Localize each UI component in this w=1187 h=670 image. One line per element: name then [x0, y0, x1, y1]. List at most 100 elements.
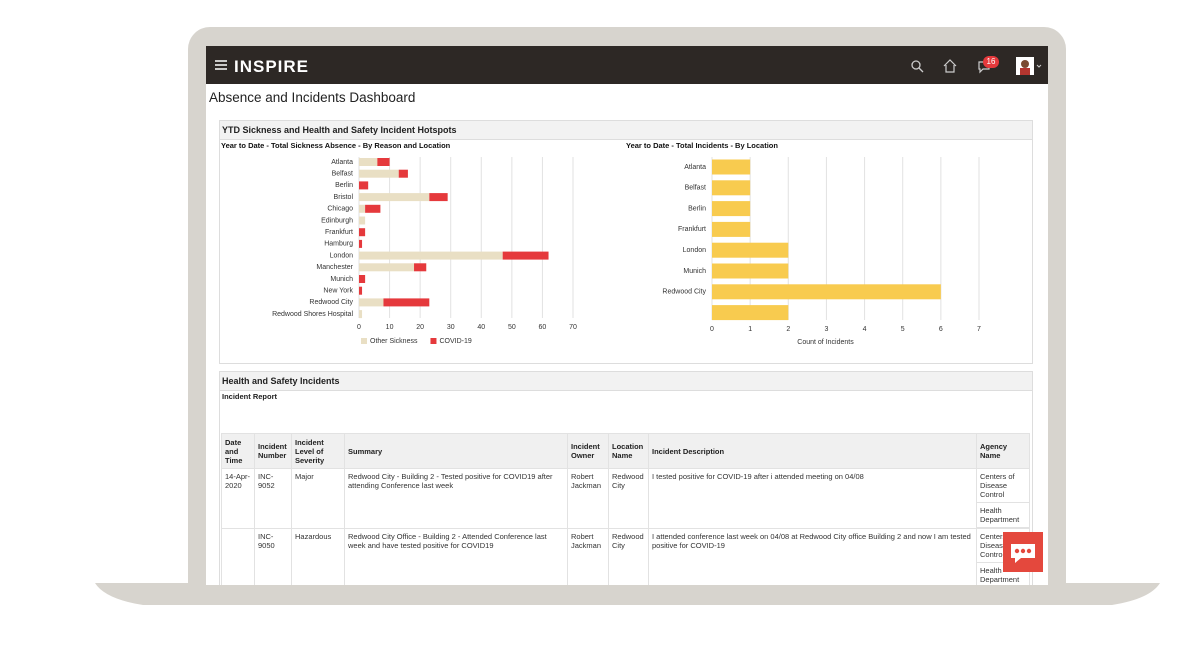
bar-segment	[359, 251, 503, 260]
column-header: Incident Owner	[567, 433, 609, 469]
category-label: Frankfurt	[678, 226, 706, 233]
incident-table: Date and Time Incident Number Incident Lev…	[221, 433, 1030, 585]
table-cell: Redwood City	[608, 468, 649, 529]
bar-segment	[359, 275, 366, 283]
category-label: Redwood City	[309, 299, 353, 306]
table-cell: I attended conference last week on 04/08…	[648, 528, 977, 585]
category-label: Berlin	[335, 182, 353, 189]
category-label: Berlin	[688, 205, 706, 212]
category-label: Belfast	[685, 185, 706, 192]
agency-name: Centers of Disease Control	[977, 469, 1029, 503]
screen: INSPIRE 16 Absence and Incidents Dashboa…	[206, 46, 1048, 585]
table-cell: Hazardous	[291, 528, 345, 585]
x-tick-label: 60	[539, 324, 547, 331]
bar-segment	[383, 298, 430, 307]
bar-segment	[359, 158, 378, 166]
x-tick-label: 30	[447, 324, 455, 331]
top-bar: INSPIRE 16	[206, 46, 1048, 84]
x-tick-label: 0	[710, 326, 714, 333]
column-header: Agency Name	[976, 433, 1030, 469]
bar-segment	[502, 251, 549, 260]
legend-label: COVID-19	[439, 338, 471, 345]
bar-segment	[359, 181, 369, 190]
bar	[712, 180, 751, 196]
x-tick-label: 2	[786, 326, 790, 333]
bar	[712, 305, 789, 321]
table-cell: Redwood City	[608, 528, 649, 585]
home-icon[interactable]	[943, 59, 957, 73]
report-title: Incident Report	[222, 392, 278, 401]
bar-segment	[359, 169, 399, 178]
panel-title: YTD Sickness and Health and Safety Incid…	[220, 121, 1032, 140]
category-label: Munich	[330, 276, 353, 283]
bar-segment	[359, 286, 363, 295]
bar-segment	[359, 239, 363, 248]
category-label: Edinburgh	[321, 217, 353, 224]
bar-segment	[414, 263, 427, 272]
column-header: Location Name	[608, 433, 649, 469]
x-tick-label: 5	[901, 326, 905, 333]
column-header: Incident Description	[648, 433, 977, 469]
table-cell: 14-Apr-2020	[221, 468, 255, 529]
bar-segment	[359, 263, 415, 272]
category-label: Hamburg	[324, 241, 353, 248]
x-tick-label: 50	[508, 324, 516, 331]
category-label: Redwood City	[662, 289, 706, 296]
chart-title: Year to Date - Total Incidents - By Loca…	[626, 141, 778, 150]
bar-segment	[359, 193, 430, 202]
table-cell: Centers of Disease Control Health Departm…	[976, 468, 1030, 529]
x-tick-label: 10	[386, 324, 394, 331]
bar	[712, 221, 751, 237]
x-tick-label: 6	[939, 326, 943, 333]
search-icon[interactable]	[910, 59, 924, 73]
legend-label: Other Sickness	[370, 338, 418, 345]
category-label: Atlanta	[684, 164, 706, 171]
logo[interactable]: INSPIRE	[234, 57, 310, 76]
category-label: Chicago	[327, 206, 353, 213]
bar	[712, 284, 941, 300]
agency-name: Health Department	[977, 563, 1029, 585]
page-title: Absence and Incidents Dashboard	[209, 90, 416, 105]
table-cell: Redwood City Office - Building 2 - Atten…	[344, 528, 568, 585]
category-label: Frankfurt	[325, 229, 353, 236]
bar-segment	[377, 158, 390, 166]
bar-segment	[359, 310, 363, 319]
x-tick-label: 70	[569, 324, 577, 331]
bar-segment	[359, 298, 384, 307]
category-label: Belfast	[332, 171, 353, 178]
user-avatar[interactable]	[1016, 57, 1042, 75]
column-header: Incident Number	[254, 433, 292, 469]
column-header: Summary	[344, 433, 568, 469]
category-label: Atlanta	[331, 159, 353, 166]
column-header: Incident Level of Severity	[291, 433, 345, 469]
table-cell: Major	[291, 468, 345, 529]
bar-segment	[359, 228, 366, 237]
table-row: 14-Apr-2020 INC-9052 Major Redwood City - B…	[221, 468, 1030, 529]
chat-button[interactable]	[1003, 532, 1043, 572]
category-label: Manchester	[316, 264, 353, 271]
bar	[712, 242, 789, 258]
table-cell: I tested positive for COVID-19 after i a…	[648, 468, 977, 529]
chart-title: Year to Date - Total Sickness Absence - …	[221, 141, 451, 150]
bar-segment	[359, 216, 366, 225]
legend-swatch	[430, 338, 437, 344]
x-axis-label: Count of Incidents	[797, 339, 854, 346]
header-row: Date and Time Incident Number Incident Lev…	[221, 433, 1030, 469]
charts: Year to Date - Total Sickness Absence - …	[221, 141, 981, 346]
table-row: INC-9050 Hazardous Redwood City Office - B…	[221, 528, 1030, 585]
bar	[712, 159, 751, 175]
category-label: Bristol	[334, 194, 354, 201]
column-header: Date and Time	[221, 433, 255, 469]
table-cell: INC-9050	[254, 528, 292, 585]
menu-button[interactable]	[215, 60, 227, 70]
bar-segment	[365, 204, 381, 213]
table-cell: Robert Jackman	[567, 528, 609, 585]
bar	[712, 201, 751, 217]
bar-segment	[359, 204, 366, 213]
agency-name: Health Department	[977, 503, 1029, 528]
bar-segment	[429, 193, 448, 202]
notification-badge: 16	[983, 56, 999, 68]
x-tick-label: 7	[977, 326, 981, 333]
hotspots-panel: YTD Sickness and Health and Safety Incid…	[219, 120, 1033, 364]
